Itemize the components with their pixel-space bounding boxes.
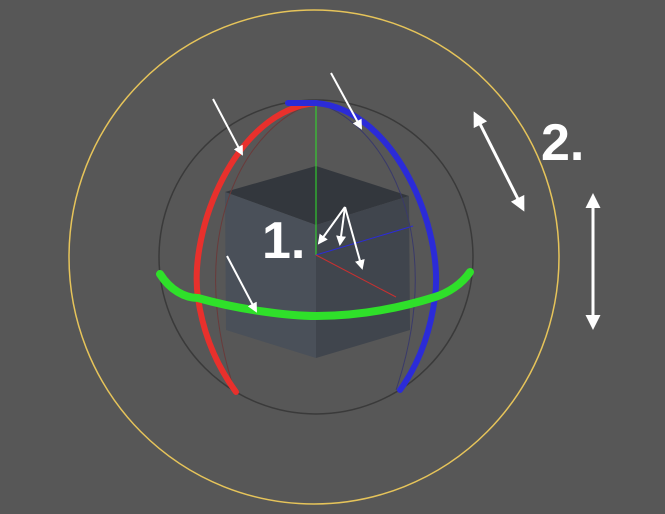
annotation-arrows <box>212 72 601 330</box>
arrow-to-y-ring <box>226 255 257 313</box>
arrow-to-z-ring <box>330 72 362 130</box>
x-ring-back <box>215 102 317 396</box>
callout-label-trackball: 2. <box>541 114 584 172</box>
double-arrow-diagonal-icon <box>473 111 525 212</box>
x-axis-line <box>315 254 397 298</box>
cube-top-face <box>225 166 409 225</box>
callout-label-axes: 1. <box>262 212 305 270</box>
z-axis-line <box>315 225 414 256</box>
y-rotation-ring[interactable] <box>156 268 474 321</box>
x-rotation-ring[interactable] <box>193 100 319 395</box>
cube-object[interactable] <box>225 166 410 358</box>
trackball-ring[interactable] <box>68 9 560 505</box>
arrow-to-x-axis <box>344 206 365 270</box>
z-ring-back <box>315 102 416 391</box>
arrow-to-x-ring <box>212 98 243 156</box>
arrow-to-origin <box>317 206 346 245</box>
arrow-to-z-axis <box>336 206 347 246</box>
